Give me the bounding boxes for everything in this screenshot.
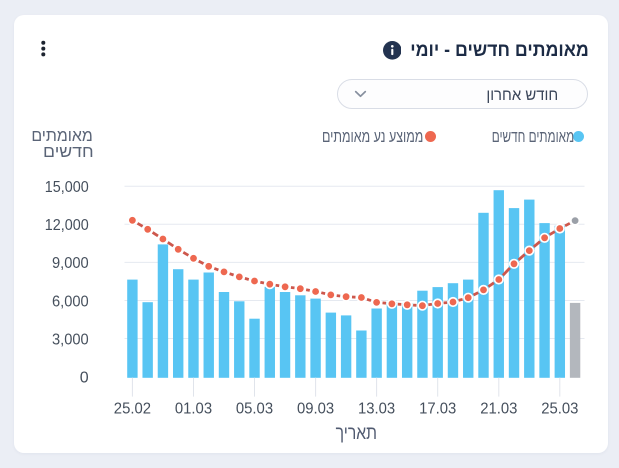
svg-text:05.03: 05.03 xyxy=(236,400,273,417)
svg-text:25.02: 25.02 xyxy=(114,400,151,417)
svg-text:17.03: 17.03 xyxy=(419,400,456,417)
svg-text:6,000: 6,000 xyxy=(52,293,89,310)
svg-text:25.03: 25.03 xyxy=(541,400,578,417)
svg-text:3,000: 3,000 xyxy=(52,331,89,348)
svg-text:21.03: 21.03 xyxy=(480,400,517,417)
svg-text:9,000: 9,000 xyxy=(52,255,89,272)
svg-text:0: 0 xyxy=(80,369,89,386)
svg-text:12,000: 12,000 xyxy=(45,217,89,234)
svg-text:15,000: 15,000 xyxy=(45,179,89,196)
svg-text:13.03: 13.03 xyxy=(358,400,395,417)
svg-text:01.03: 01.03 xyxy=(175,400,212,417)
svg-text:09.03: 09.03 xyxy=(297,400,334,417)
